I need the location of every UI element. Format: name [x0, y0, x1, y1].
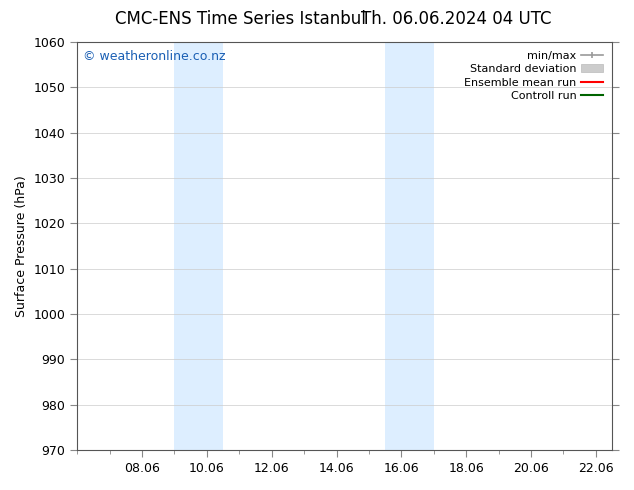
Text: Th. 06.06.2024 04 UTC: Th. 06.06.2024 04 UTC: [361, 10, 552, 28]
Text: © weatheronline.co.nz: © weatheronline.co.nz: [82, 50, 225, 63]
Legend: min/max, Standard deviation, Ensemble mean run, Controll run: min/max, Standard deviation, Ensemble me…: [461, 48, 607, 104]
Text: CMC-ENS Time Series Istanbul: CMC-ENS Time Series Istanbul: [115, 10, 366, 28]
Bar: [385, 42, 434, 450]
Y-axis label: Surface Pressure (hPa): Surface Pressure (hPa): [15, 175, 28, 317]
Bar: [174, 42, 223, 450]
